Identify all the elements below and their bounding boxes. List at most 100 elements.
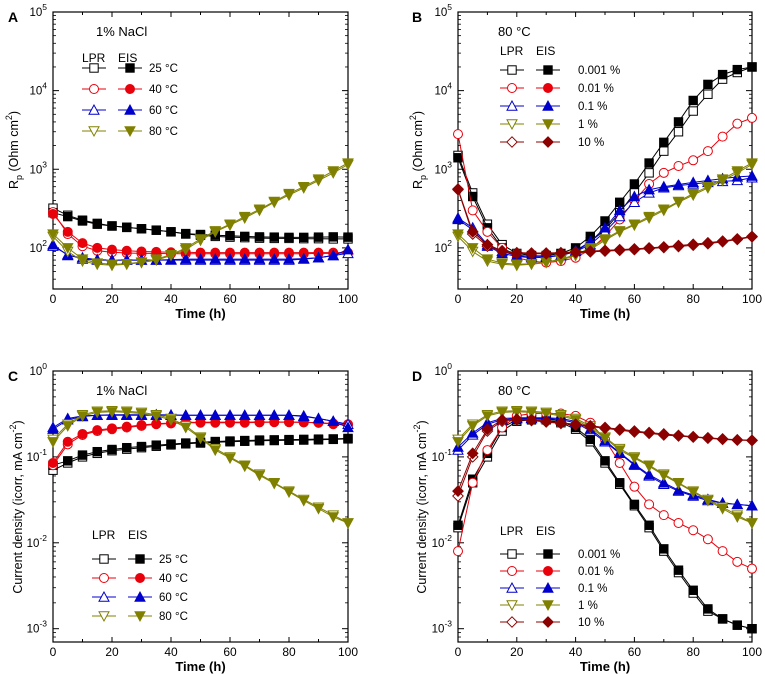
eis-point [151,225,161,235]
eis-point [643,468,655,480]
eis-point [136,224,147,234]
lpr-point [614,457,625,468]
eis-point [481,254,494,266]
legend-lpr-marker [88,126,100,138]
eis-point [297,409,310,421]
eis-point [122,222,132,233]
eis-point [283,253,295,264]
eis-point [76,411,89,422]
panel-d: 0 20 40 60 80 100 10-3 10-2 10-1 100 D 80 °C Time (h… [412,361,762,674]
legend-lpr-marker [99,573,109,583]
eis-point [194,409,207,420]
eis-point [613,423,626,436]
eis-point [540,408,553,420]
eis-point [327,415,340,426]
x-tick-label: 100 [338,292,358,306]
eis-point [120,258,133,270]
legend-eis-marker [542,136,554,148]
eis-point [584,245,597,258]
legend-header-eis: EIS [536,524,555,538]
eis-point [453,520,463,530]
lpr-point [644,499,655,510]
eis-point [673,117,684,127]
eis-point [673,565,684,575]
eis-point [657,240,670,253]
eis-point [136,441,147,452]
y-tick-label: 10-2 [27,533,48,550]
legend-entry: 80 °C [82,126,178,138]
legend-lpr-marker [98,611,110,623]
eis-point [717,69,728,80]
eis-point [496,413,509,426]
eis-point [687,188,700,200]
legend-entry: 80 °C [92,611,188,623]
legend-label: 1 % [578,119,598,131]
legend-eis-marker [542,119,554,131]
eis-point [643,241,656,254]
eis-point [659,544,669,554]
x-tick-label: 40 [569,292,583,306]
x-tick-label: 80 [687,645,701,659]
y-axis-label: Current density (icorr, mA cm-2) [8,420,25,593]
legend-eis-marker [124,103,136,115]
eis-point [554,246,567,259]
eis-point [62,226,73,237]
eis-point [107,221,117,231]
x-axis-label: Time (h) [580,306,630,321]
y-tick-label: 104 [434,81,452,98]
legend: LPR EIS 0.001 % 0.01 % 0.1 % 1 % 10 % [500,524,620,629]
eis-point [135,408,148,420]
eis-point [121,421,132,432]
x-tick-label: 0 [455,645,462,659]
legend-lpr-marker [88,103,100,115]
eis-point [312,412,325,424]
legend-eis-marker [543,566,553,576]
lpr-point [659,146,669,156]
legend-eis-marker [542,99,554,111]
eis-point [194,234,207,245]
eis-point [166,439,176,449]
eis-point [525,247,538,259]
eis-point [496,258,508,270]
eis-point [732,620,742,630]
eis-point [731,166,744,178]
eis-point [61,243,74,254]
lpr-point [453,546,463,557]
eis-point [643,211,655,223]
legend-eis-marker [135,573,145,583]
eis-point [584,419,597,432]
y-tick-label: 10-1 [432,447,453,464]
eis-point [107,444,117,455]
legend-eis-marker [135,554,145,564]
eis-point [554,416,567,429]
eis-point [731,433,744,446]
eis-point [297,252,310,264]
y-tick-label: 100 [29,361,47,378]
eis-point [268,478,281,490]
eis-point [613,445,626,457]
eis-point [481,411,494,422]
y-tick-label: 10-3 [432,619,453,636]
panel-label: A [8,9,18,25]
eis-point [253,253,266,264]
x-tick-label: 80 [282,645,296,659]
eis-point [135,257,148,269]
eis-point [643,183,655,195]
legend-label: 0.01 % [578,83,614,95]
eis-point [166,227,176,237]
eis-point [703,604,713,614]
eis-point [253,409,266,420]
eis-point [599,221,611,233]
legend-header-eis: EIS [118,51,137,65]
x-axis-label: Time (h) [175,306,225,321]
eis-point [269,232,279,242]
legend-entry: 25 °C [82,63,178,75]
eis-point [268,253,281,264]
legend-header-lpr: LPR [500,524,524,538]
eis-point [136,420,147,431]
eis-point [238,409,251,420]
legend-lpr-marker [506,616,518,628]
eis-point [746,230,758,243]
legend-entry: 0.1 % [500,99,607,113]
